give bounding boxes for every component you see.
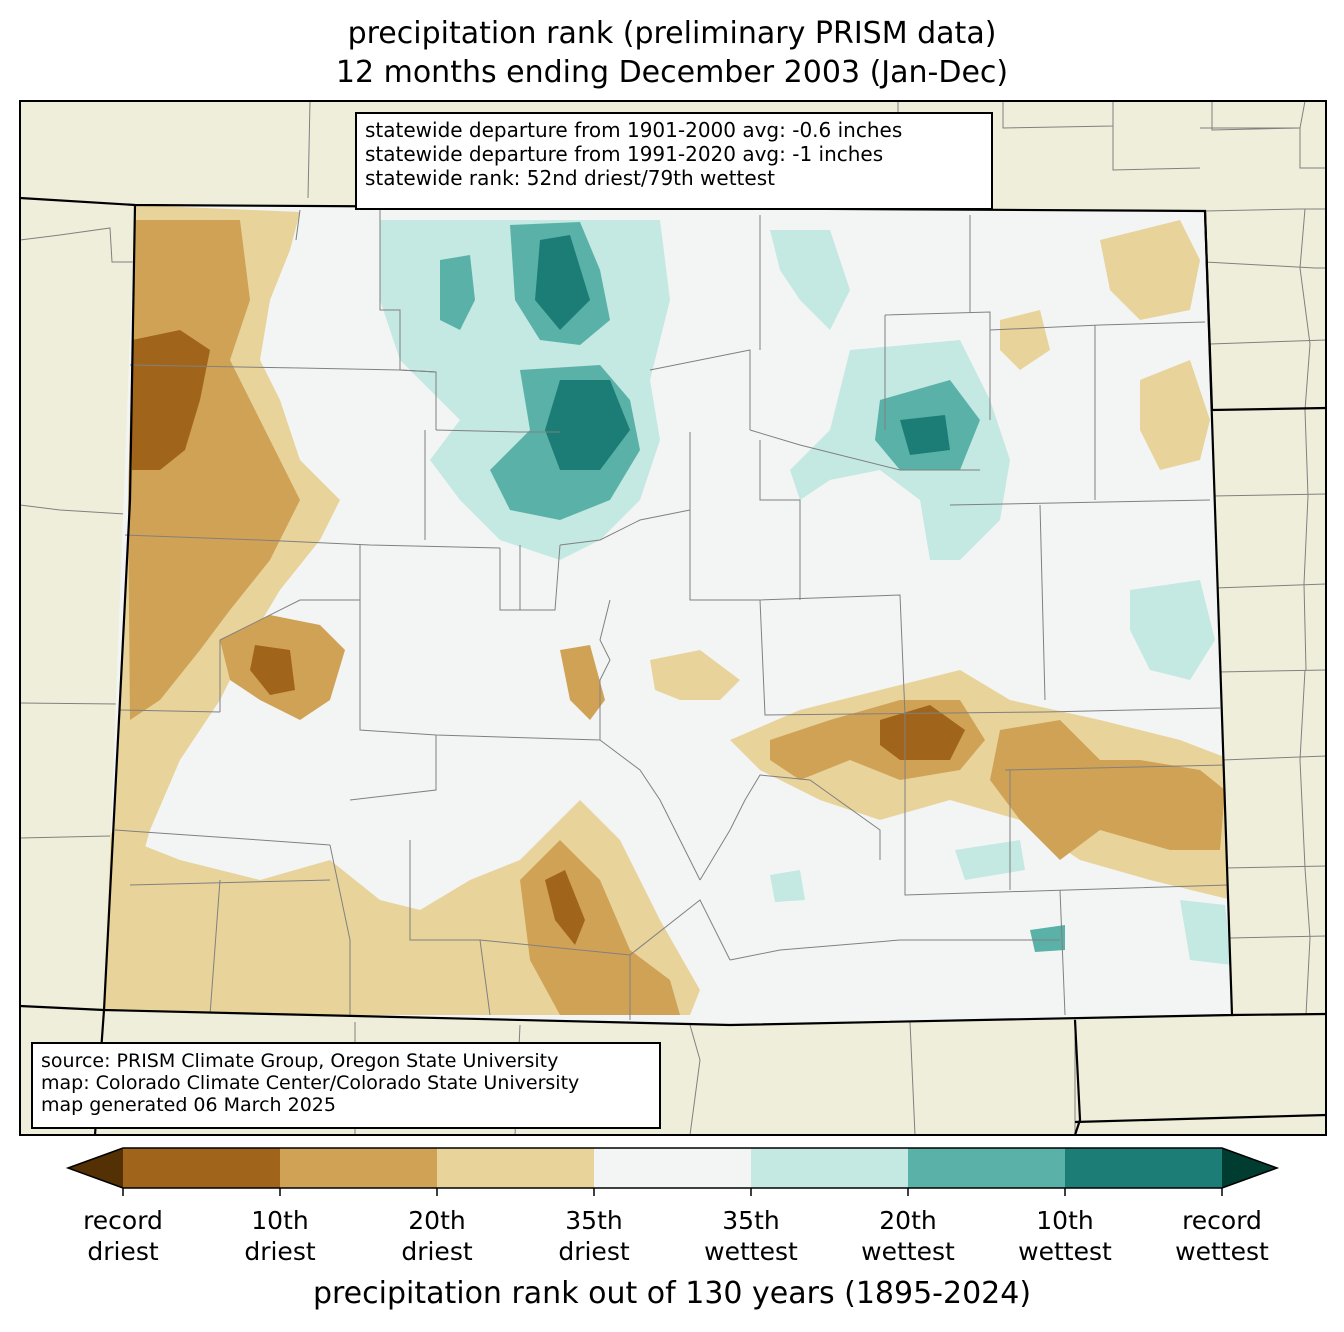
wet-region-north-5 xyxy=(545,380,630,470)
colorbar xyxy=(65,1147,1280,1196)
dry-region-southeast-3 xyxy=(990,720,1225,860)
wet-region-northeast xyxy=(770,230,850,330)
dry-region-south-central-2 xyxy=(650,650,740,700)
colorbar-tick-label: 20th driest xyxy=(401,1206,473,1266)
neighbor-county-lines xyxy=(20,101,1326,1135)
map-title-line1: precipitation rank (preliminary PRISM da… xyxy=(347,16,997,51)
colorbar-tick-label: 20th wettest xyxy=(861,1206,955,1266)
colorbar-tick-label: 35th wettest xyxy=(704,1206,798,1266)
source-line-1: source: PRISM Climate Group, Oregon Stat… xyxy=(41,1050,559,1072)
wet-region-south xyxy=(770,870,805,902)
dry-region-south-central xyxy=(560,645,605,720)
wet-region-southeast-2 xyxy=(1030,925,1065,952)
precipitation-rank-contours xyxy=(104,205,1232,1015)
colorbar-title: precipitation rank out of 130 years (189… xyxy=(312,1276,1032,1311)
source-line-2: map: Colorado Climate Center/Colorado St… xyxy=(41,1072,580,1094)
colorbar-segment-1 xyxy=(123,1148,280,1188)
dry-region-east xyxy=(1140,360,1210,470)
map-frame xyxy=(19,100,1327,1136)
wet-region-southeast xyxy=(1180,900,1232,965)
dry-region-west-5 xyxy=(250,645,295,695)
stats-line-2: statewide departure from 1991-2020 avg: … xyxy=(365,142,884,166)
colorbar-tick-label: record driest xyxy=(83,1206,163,1266)
source-line-3: map generated 06 March 2025 xyxy=(41,1094,336,1116)
colorbar-segment-6 xyxy=(908,1148,1065,1188)
colorbar-segment-2 xyxy=(280,1148,437,1188)
colorbar-tick-label: record wettest xyxy=(1175,1206,1269,1266)
wet-region-northwest xyxy=(440,255,475,330)
colorbar-segment-7 xyxy=(1065,1148,1222,1188)
dry-region-southwest-3 xyxy=(545,870,585,945)
colorbar-under-arrow xyxy=(68,1148,123,1188)
wet-region-southeast-3 xyxy=(955,840,1025,880)
colorbar-tick-label: 35th driest xyxy=(558,1206,630,1266)
source-box: source: PRISM Climate Group, Oregon Stat… xyxy=(31,1042,661,1129)
colorbar-segment-5 xyxy=(751,1148,908,1188)
colorbar-tick-label: 10th wettest xyxy=(1018,1206,1112,1266)
colorado-county-lines xyxy=(114,209,1231,1020)
colorbar-segment-3 xyxy=(437,1148,594,1188)
dry-region-northeast xyxy=(1100,220,1200,320)
statewide-stats-box: statewide departure from 1901-2000 avg: … xyxy=(355,112,993,210)
wet-region-north-4 xyxy=(535,235,590,330)
map-title-line2: 12 months ending December 2003 (Jan-Dec) xyxy=(335,55,1009,90)
colorbar-ticks xyxy=(122,1188,1223,1196)
stats-line-3: statewide rank: 52nd driest/79th wettest xyxy=(365,166,775,190)
wet-region-east xyxy=(1130,580,1215,680)
colorbar-segment-4 xyxy=(594,1148,751,1188)
colorbar-over-arrow xyxy=(1222,1148,1277,1188)
colorbar-tick-label: 10th driest xyxy=(244,1206,316,1266)
wet-region-northeast-4 xyxy=(900,415,950,455)
dry-region-east-2 xyxy=(1000,310,1050,370)
dry-region-southeast-4 xyxy=(880,705,965,760)
stats-line-1: statewide departure from 1901-2000 avg: … xyxy=(365,118,903,142)
